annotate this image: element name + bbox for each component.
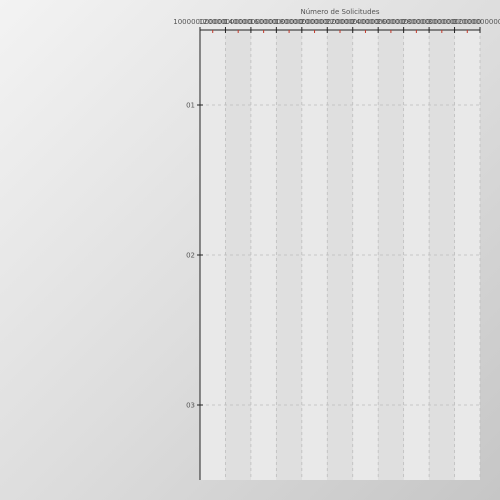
x-tick-label: 160000000000	[250, 18, 303, 26]
x-tick-label: 180000000000	[275, 18, 328, 26]
x-tick-label: 100000000000	[173, 18, 226, 26]
y-tick-label: 01	[186, 102, 195, 110]
y-tick-label: 03	[186, 402, 195, 410]
x-tick-label: 220000000000	[326, 18, 379, 26]
y-tick-label: 02	[186, 252, 195, 260]
x-tick-label: 200000000000	[301, 18, 354, 26]
x-tick-label: 140000000000	[224, 18, 277, 26]
x-tick-label: 320000000000	[453, 18, 500, 26]
x-axis-title: Número de Solicitudes	[301, 8, 380, 16]
x-ticks: 1000000000001200000000001400000000001600…	[173, 18, 500, 33]
grid-lines	[200, 30, 481, 480]
x-tick-label: 240000000000	[351, 18, 404, 26]
x-tick-label: 120000000000	[199, 18, 252, 26]
x-tick-label: 260000000000	[377, 18, 430, 26]
y-ticks: 01 02 03	[186, 102, 203, 410]
x-tick-label: 300000000000	[428, 18, 481, 26]
x-tick-label: 280000000000	[402, 18, 455, 26]
